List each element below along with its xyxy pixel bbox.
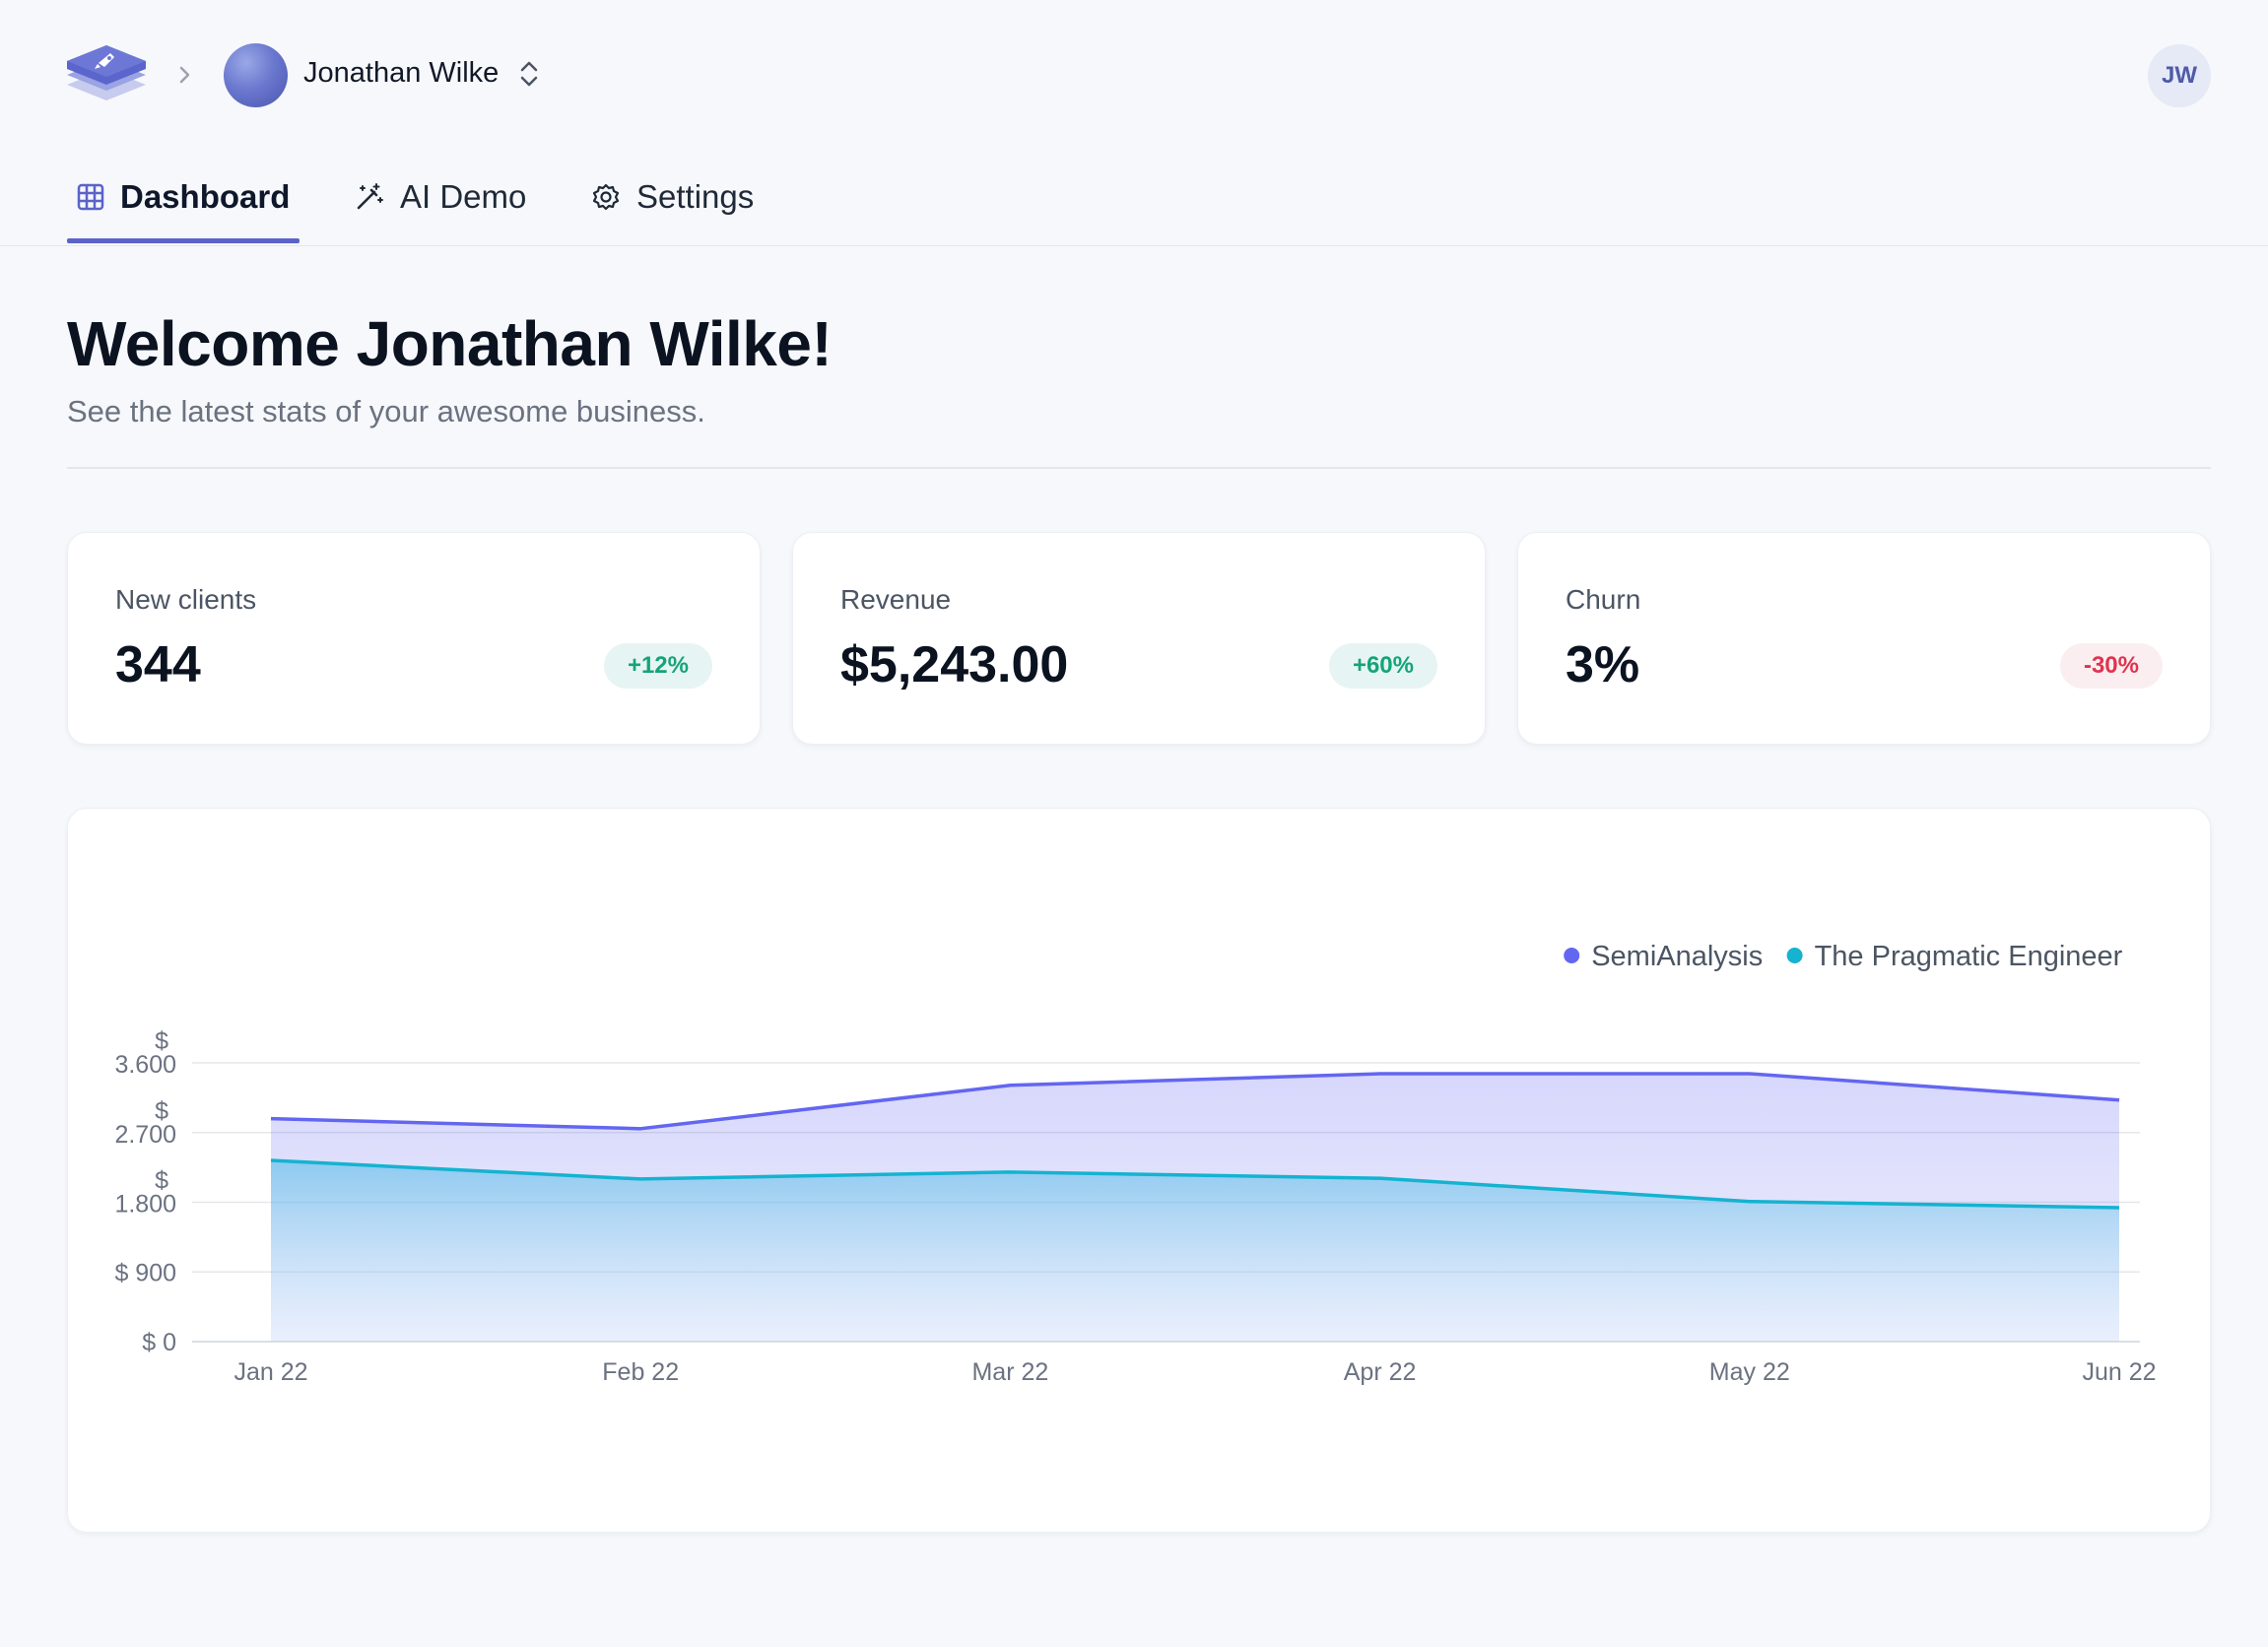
x-tick-label: Feb 22 bbox=[602, 1358, 679, 1386]
y-tick-label: $1.800 bbox=[114, 1167, 176, 1219]
x-tick-label: Jan 22 bbox=[233, 1358, 307, 1386]
y-tick-label: $ 0 bbox=[142, 1329, 176, 1356]
y-tick-label-line: 3.600 bbox=[114, 1051, 176, 1079]
y-tick-label-line: 1.800 bbox=[114, 1191, 176, 1219]
page-subtitle: See the latest stats of your awesome bus… bbox=[67, 394, 705, 428]
page-title: Welcome Jonathan Wilke! bbox=[67, 308, 833, 379]
legend-swatch bbox=[1786, 948, 1803, 963]
stat-value: 3% bbox=[1566, 636, 1640, 693]
divider bbox=[67, 467, 2211, 469]
tab-ai-demo[interactable]: AI Demo bbox=[355, 148, 526, 246]
tab-bar: Dashboard AI Demo Settings bbox=[0, 148, 2268, 246]
stat-label: Revenue bbox=[840, 584, 952, 615]
legend-label: SemiAnalysis bbox=[1591, 941, 1763, 972]
stat-label: Churn bbox=[1566, 584, 1641, 615]
x-tick-label: Jun 22 bbox=[2082, 1358, 2156, 1386]
stat-change-badge: +12% bbox=[603, 643, 712, 689]
top-bar: Jonathan Wilke JW bbox=[0, 0, 2268, 148]
stat-change-badge: -30% bbox=[2059, 643, 2163, 689]
y-tick-label: $2.700 bbox=[114, 1097, 176, 1149]
stat-card-revenue: Revenue $5,243.00 +60% bbox=[792, 532, 1486, 745]
breadcrumb-chevron-icon bbox=[175, 61, 195, 89]
tab-dashboard[interactable]: Dashboard bbox=[77, 148, 290, 246]
series-line bbox=[270, 1158, 2120, 1210]
organization-avatar[interactable] bbox=[224, 43, 288, 107]
tab-label: Dashboard bbox=[120, 178, 291, 215]
x-tick-label: May 22 bbox=[1709, 1358, 1790, 1386]
y-tick-label-line: 2.700 bbox=[114, 1121, 176, 1149]
tab-settings[interactable]: Settings bbox=[591, 148, 754, 246]
stat-change-badge: +60% bbox=[1328, 643, 1437, 689]
active-tab-indicator bbox=[67, 238, 300, 243]
y-tick-label-line: $ bbox=[155, 1167, 168, 1195]
logo-icon[interactable] bbox=[65, 39, 148, 110]
series-area bbox=[271, 1160, 2119, 1342]
legend-label: The Pragmatic Engineer bbox=[1815, 941, 2123, 972]
y-tick-label: $ 900 bbox=[114, 1259, 176, 1286]
area-chart: $ 0$ 900$ 1.800$ 2.700$ 3.600 Jan 22 Feb 22 M… bbox=[114, 941, 2156, 1386]
switch-organization-icon[interactable] bbox=[516, 57, 542, 91]
series-line bbox=[270, 1072, 2120, 1131]
x-tick-label: Apr 22 bbox=[1344, 1358, 1417, 1386]
legend-swatch bbox=[1564, 948, 1580, 963]
chart-card: $ 0 $ 900 $1.800 $2.700 $3.600 Jan 22 Feb 22 M… bbox=[67, 808, 2211, 1533]
magic-wand-icon bbox=[357, 183, 383, 210]
y-tick-label: $3.600 bbox=[114, 1027, 176, 1079]
y-tick-label-line: $ bbox=[155, 1027, 168, 1055]
y-tick-label-line: $ bbox=[155, 1097, 168, 1125]
stat-value: $5,243.00 bbox=[840, 636, 1069, 693]
stat-value: 344 bbox=[115, 636, 201, 693]
tab-label: AI Demo bbox=[400, 178, 527, 215]
grid-icon bbox=[77, 183, 104, 211]
user-avatar[interactable]: JW bbox=[2148, 44, 2211, 107]
gear-icon bbox=[592, 183, 620, 211]
tab-label: Settings bbox=[636, 178, 755, 215]
organization-name[interactable]: Jonathan Wilke bbox=[303, 57, 500, 89]
stat-card-churn: Churn 3% -30% bbox=[1517, 532, 2211, 745]
stat-label: New clients bbox=[115, 584, 257, 615]
x-tick-label: Mar 22 bbox=[971, 1358, 1048, 1386]
stat-card-new-clients: New clients 344 +12% bbox=[67, 532, 761, 745]
